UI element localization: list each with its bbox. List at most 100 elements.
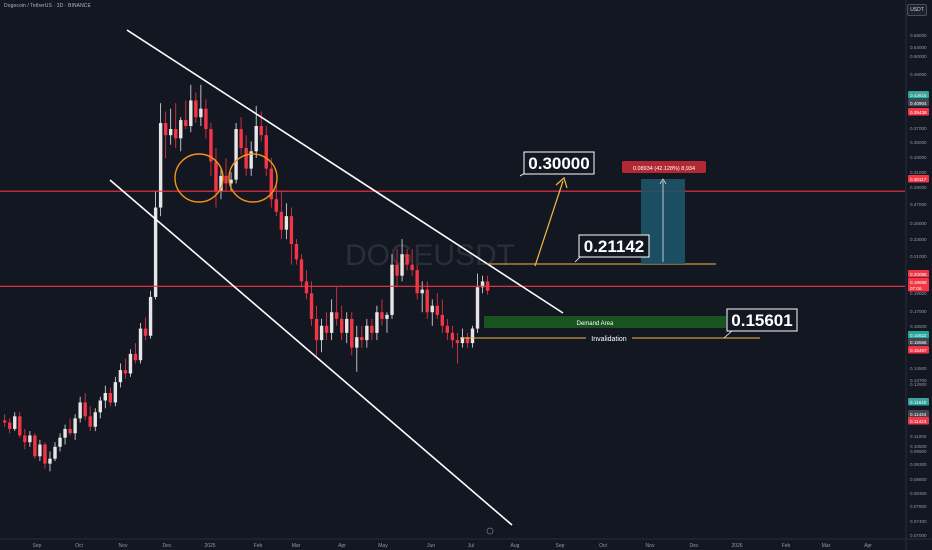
- candle-body: [430, 305, 434, 313]
- candle-body: [450, 332, 455, 341]
- price-badge-label: 0.15497: [910, 348, 927, 353]
- time-axis[interactable]: Sep Oct Nov Dec 2025 Feb Mar Apr May Jun Jul Aug Sep…: [0, 538, 932, 549]
- candle-body: [385, 314, 389, 319]
- candle-body: [279, 211, 284, 230]
- drawings-layer: Demand Area Invalidation 0.08934 (42.128%)…: [0, 29, 905, 535]
- candle-body: [435, 305, 439, 315]
- price-badge-bg: [908, 417, 929, 425]
- symbol-title[interactable]: Dogecoin / TetherUS · 3D · BINANCE: [4, 3, 91, 9]
- candle-body: [390, 264, 394, 315]
- measure-arrow-head: [659, 178, 667, 185]
- candle-body: [309, 293, 314, 319]
- time-tick-label: Feb: [782, 543, 791, 549]
- candle-body: [13, 416, 17, 429]
- candle-body: [133, 353, 138, 361]
- candle-body: [334, 312, 339, 319]
- time-tick-label: Nov: [646, 543, 655, 549]
- candle-body: [48, 458, 52, 464]
- price-badge-label: 0.11640: [910, 400, 927, 405]
- candle-body: [184, 120, 188, 127]
- price-tick-label: 0.08300: [910, 491, 927, 496]
- time-tick-label: Jun: [427, 543, 435, 549]
- replay-marker-icon: [486, 527, 494, 535]
- time-tick-label: 2026: [731, 543, 742, 549]
- candle-body: [460, 337, 465, 344]
- candle-body: [264, 135, 268, 169]
- candle-body: [274, 199, 279, 212]
- price-callout-value: 0.15601: [731, 311, 792, 330]
- price-tick-label: 0.19000: [910, 291, 927, 296]
- price-badge-label: 0.30117: [910, 177, 927, 182]
- price-badge-label: 0.11423: [910, 419, 927, 424]
- candle-body: [415, 270, 419, 294]
- symbol-watermark: DOGEUSDT: [345, 239, 515, 272]
- candle-body: [299, 259, 304, 282]
- time-tick-label: Oct: [75, 543, 83, 549]
- candle-body: [118, 370, 123, 383]
- price-badge-label: 0.43615: [910, 93, 927, 98]
- price-badges: 0.43615 0.40904 0.39438 0.30117 0.20085 0.196…: [908, 91, 929, 425]
- candle-body: [158, 123, 163, 208]
- time-tick-label: Apr: [338, 543, 346, 549]
- price-badge-bg: [908, 278, 929, 286]
- candle-body: [138, 328, 143, 361]
- channel-lower-line: [109, 179, 513, 526]
- time-tick-label: Sep: [33, 543, 42, 549]
- demand-area-zone: [484, 316, 726, 328]
- candle-body: [375, 312, 379, 333]
- invalidation-label: Invalidation: [591, 336, 627, 343]
- candle-body: [194, 100, 198, 118]
- candle-body: [209, 129, 213, 162]
- price-badge-label: 0.15822: [910, 333, 927, 338]
- time-tick-label: Mar: [292, 543, 301, 549]
- price-badge-bg: [908, 410, 929, 418]
- time-tick-label: Feb: [254, 543, 263, 549]
- candle-body: [420, 289, 424, 294]
- candle-body: [395, 264, 399, 276]
- currency-button[interactable]: USDT: [907, 4, 927, 16]
- candle-body: [63, 428, 67, 438]
- price-callout-value: 0.21142: [584, 237, 645, 256]
- price-tick-label: 0.27000: [910, 202, 927, 207]
- channel-upper-line: [126, 29, 564, 314]
- price-badge-label: 0.20085: [910, 272, 927, 277]
- price-tick-label: 0.16500: [910, 324, 927, 329]
- price-badge-bg: [908, 346, 929, 354]
- candle-body: [78, 402, 82, 419]
- candle-body: [224, 175, 228, 184]
- time-tick-label: Dec: [163, 543, 172, 549]
- price-badge-bg: [908, 284, 929, 292]
- candle-body: [153, 207, 158, 297]
- price-callout-value: 0.30000: [528, 154, 589, 173]
- time-tick-label: Oct: [599, 543, 607, 549]
- invalidation-label-bg: [586, 333, 632, 342]
- price-badge-label: 0.40904: [910, 101, 927, 106]
- candle-body: [360, 337, 364, 341]
- forecast-arrow-head: [555, 176, 568, 189]
- time-tick-label: Aug: [511, 543, 520, 549]
- candle-body: [314, 318, 319, 341]
- price-badge-label: 07:06: [910, 286, 922, 291]
- candle-body: [239, 129, 243, 148]
- candle-body: [88, 416, 92, 427]
- candle-body: [189, 100, 193, 127]
- price-tick-label: 0.54000: [910, 45, 927, 50]
- candle-body: [214, 161, 218, 192]
- price-callout-box: [578, 234, 650, 258]
- price-axis[interactable]: 0.58000 0.54000 0.50000 0.46000 0.42000 0.370…: [905, 0, 927, 550]
- price-tick-label: 0.12900: [910, 382, 927, 387]
- price-tick-label: 0.12100: [910, 397, 927, 402]
- price-tick-label: 0.07400: [910, 519, 927, 524]
- time-tick-label: Nov: [119, 543, 128, 549]
- candle-body: [345, 318, 349, 333]
- price-tick-label: 0.13700: [910, 378, 927, 383]
- candle-body: [465, 337, 470, 344]
- candle-body: [234, 129, 238, 180]
- price-badge-bg: [908, 175, 929, 183]
- candle-body: [53, 446, 57, 459]
- price-tick-label: 0.46000: [910, 72, 927, 77]
- candle-body: [289, 216, 294, 245]
- measure-label: 0.08934 (42.128%) 8,934: [633, 166, 695, 172]
- demand-area-label: Demand Area: [577, 321, 614, 327]
